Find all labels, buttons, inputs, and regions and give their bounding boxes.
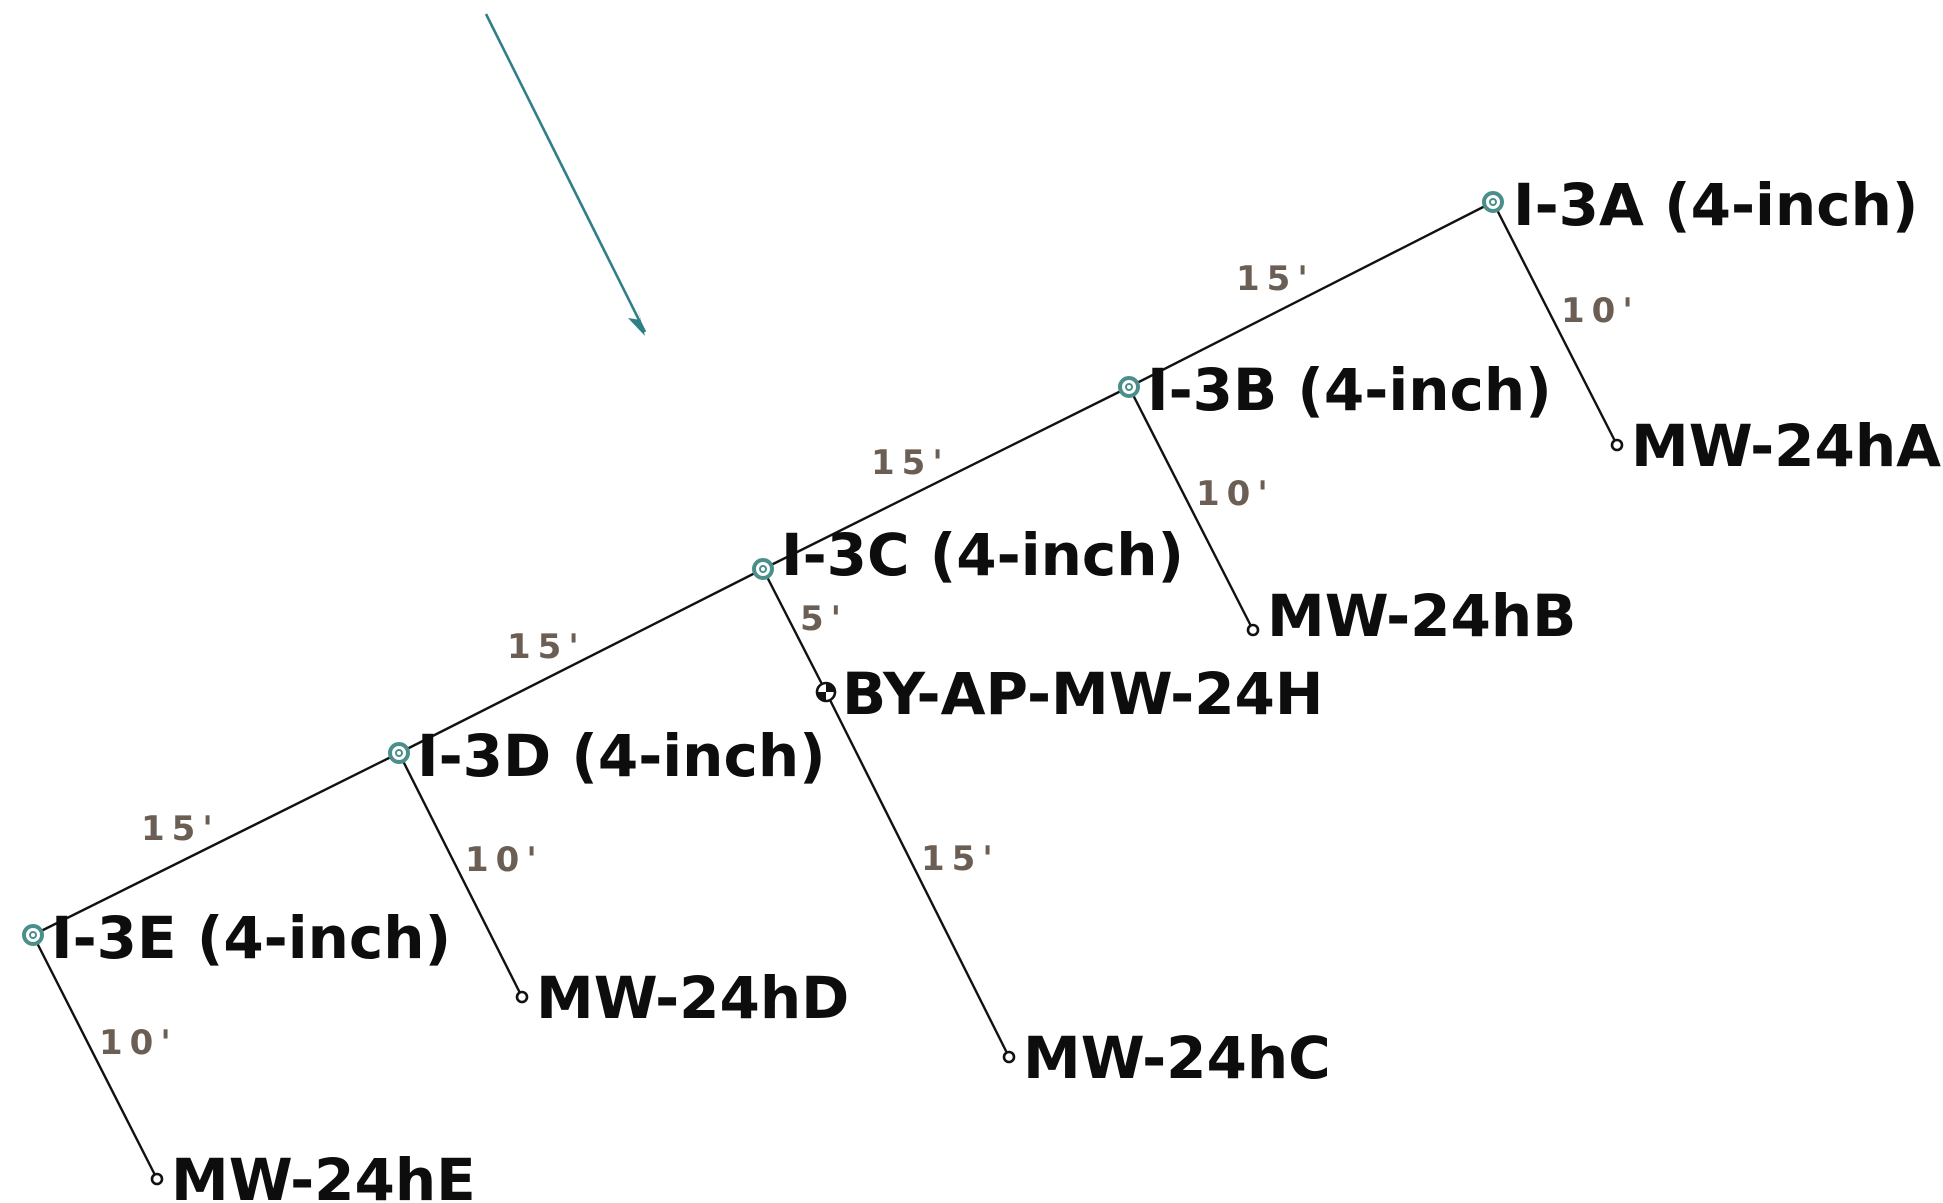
point-icon <box>1610 438 1624 452</box>
spacing-label: 5' <box>800 599 848 639</box>
flow-direction-arrow <box>484 13 647 336</box>
monitoring-well-markers <box>150 438 1624 1186</box>
injection-well-labels: I-3A (4-inch) I-3B (4-inch) I-3C (4-inch… <box>51 171 1918 972</box>
spacing-label: 10' <box>99 1023 178 1063</box>
well-label-mw24hb: MW-24hB <box>1267 582 1576 650</box>
well-label-mw24ha: MW-24hA <box>1631 412 1941 480</box>
well-label-byap-mw24h: BY-AP-MW-24H <box>842 660 1323 728</box>
spacing-label: 10' <box>465 840 544 880</box>
link-i3a-i3b <box>1128 200 1494 389</box>
well-target-icon <box>388 742 410 764</box>
link-i3d-i3e <box>32 751 400 937</box>
well-label-i3c: I-3C (4-inch) <box>781 521 1184 589</box>
link-i3b-i3c <box>762 385 1130 571</box>
well-label-i3d: I-3D (4-inch) <box>417 722 826 790</box>
well-label-i3b: I-3B (4-inch) <box>1147 356 1552 424</box>
well-label-mw24hd: MW-24hD <box>536 964 849 1032</box>
monitoring-well-labels: MW-24hA MW-24hB BY-AP-MW-24H MW-24hC MW-… <box>171 412 1941 1203</box>
well-label-i3e: I-3E (4-inch) <box>51 904 451 972</box>
spacing-label: 15' <box>921 839 1000 879</box>
spacing-labels: 15' 15' 15' 15' 10' 10' 5' 15' 10' 10' <box>99 259 1640 1063</box>
point-icon <box>515 990 529 1004</box>
link-i3a-mw24ha <box>1491 201 1619 446</box>
link-i3b-mw24hb <box>1127 386 1255 631</box>
well-target-icon <box>752 558 774 580</box>
well-label-i3a: I-3A (4-inch) <box>1513 171 1918 239</box>
monitoring-well-lines <box>31 201 1619 1180</box>
point-icon <box>150 1172 164 1186</box>
spacing-label: 15' <box>1236 259 1315 299</box>
spacing-label: 15' <box>507 627 586 667</box>
injection-well-line <box>32 200 1494 937</box>
spacing-label: 10' <box>1196 474 1275 514</box>
link-i3c-i3d <box>398 567 764 755</box>
well-target-icon <box>1118 376 1140 398</box>
injection-well-markers <box>22 191 1504 946</box>
spacing-label: 15' <box>141 809 220 849</box>
point-icon <box>1002 1050 1016 1064</box>
well-label-mw24hc: MW-24hC <box>1023 1024 1331 1092</box>
spacing-label: 15' <box>871 443 950 483</box>
well-target-icon <box>22 924 44 946</box>
link-i3d-mw24hd <box>397 752 524 998</box>
spacing-label: 10' <box>1561 291 1640 331</box>
link-i3e-mw24he <box>31 934 159 1180</box>
point-icon <box>1246 623 1260 637</box>
well-label-mw24he: MW-24hE <box>171 1146 476 1203</box>
quartered-circle-icon <box>815 681 837 703</box>
well-target-icon <box>1482 191 1504 213</box>
link-byap-mw24hc <box>824 691 1011 1058</box>
link-i3c-byap <box>761 568 828 693</box>
